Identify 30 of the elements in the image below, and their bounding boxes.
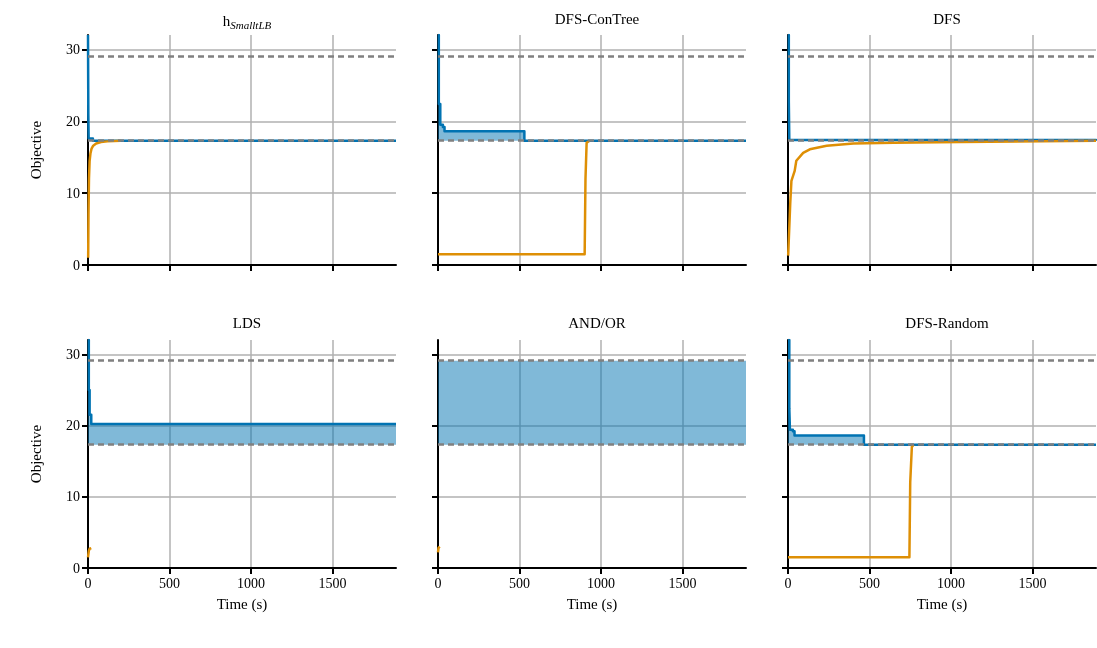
- x-tick-label: 500: [158, 575, 180, 591]
- y-tick-label: 30: [66, 41, 80, 57]
- x-tick-label: 0: [84, 575, 92, 591]
- x-tick-label: 1000: [236, 575, 265, 591]
- y-tick-label: 30: [66, 346, 80, 362]
- y-axis-title: Objective: [27, 120, 44, 180]
- chart-title: LDS: [232, 314, 262, 331]
- x-axis-title: Time (s): [216, 595, 268, 613]
- x-tick-label: 0: [434, 575, 442, 591]
- x-tick-label: 1000: [586, 575, 615, 591]
- x-tick-label: 1500: [668, 575, 697, 591]
- x-tick-label: 500: [858, 575, 880, 591]
- x-tick-label: 500: [508, 575, 530, 591]
- chart-title: AND/OR: [568, 314, 626, 331]
- y-tick-label: 20: [66, 418, 80, 433]
- x-tick-label: 1500: [318, 575, 347, 591]
- x-axis-title: Time (s): [566, 595, 618, 613]
- y-tick-label: 10: [66, 185, 80, 201]
- y-tick-label: 0: [73, 560, 80, 576]
- chart-title: DFS: [933, 10, 961, 27]
- x-tick-label: 0: [784, 575, 792, 591]
- x-tick-label: 1500: [1018, 575, 1047, 591]
- chart-title: DFS-ConTree: [554, 10, 640, 27]
- x-tick-label: 1000: [936, 575, 965, 591]
- chart-title: DFS-Random: [905, 314, 989, 331]
- y-tick-label: 20: [66, 113, 80, 129]
- y-tick-label: 0: [73, 257, 80, 273]
- y-axis-title: Objective: [27, 424, 44, 484]
- x-axis-title: Time (s): [916, 595, 968, 613]
- y-tick-label: 10: [66, 489, 80, 505]
